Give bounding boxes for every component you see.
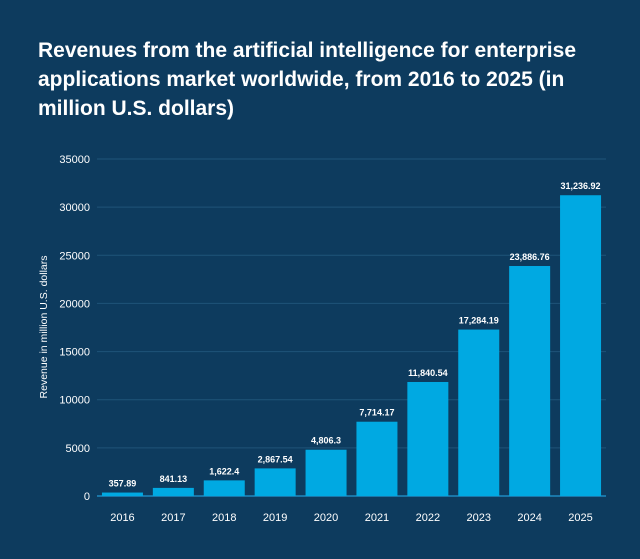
y-tick-label: 25000 [59,250,90,262]
bar-2023 [458,329,500,496]
data-label: 2,867.54 [258,454,293,464]
x-tick-label: 2024 [517,512,541,524]
data-label: 4,806.3 [311,436,341,446]
bar-2021 [356,421,398,496]
data-label: 1,622.4 [209,466,239,476]
bar-2018 [203,480,245,496]
data-label: 23,886.76 [510,252,550,262]
data-label: 31,236.92 [561,181,601,191]
y-tick-label: 35000 [59,154,90,166]
y-tick-label: 0 [84,491,90,503]
x-tick-label: 2021 [365,512,389,524]
y-tick-label: 5000 [66,443,90,455]
y-tick-label: 10000 [59,395,90,407]
bar-2016 [101,492,143,496]
bar-2019 [254,468,296,496]
bar-2020 [305,449,347,496]
x-tick-label: 2025 [568,512,592,524]
x-tick-label: 2020 [314,512,338,524]
data-label: 357.89 [109,479,137,489]
x-tick-label: 2018 [212,512,236,524]
chart-title: Revenues from the artificial intelligenc… [38,39,576,120]
y-tick-label: 30000 [59,202,90,214]
data-label: 11,840.54 [408,368,448,378]
y-axis-label: Revenue in million U.S. dollars [38,256,50,399]
data-label: 17,284.19 [459,316,499,326]
bar-2017 [152,487,194,496]
x-tick-label: 2019 [263,512,287,524]
bar-2025 [560,195,602,496]
y-tick-label: 15000 [59,347,90,359]
x-tick-label: 2016 [110,512,134,524]
x-tick-label: 2023 [467,512,491,524]
x-tick-label: 2017 [161,512,185,524]
bar-2024 [509,266,551,496]
data-label: 7,714.17 [359,408,394,418]
y-tick-label: 20000 [59,298,90,310]
data-label: 841.13 [160,474,188,484]
bar-2022 [407,381,449,496]
x-tick-label: 2022 [416,512,440,524]
